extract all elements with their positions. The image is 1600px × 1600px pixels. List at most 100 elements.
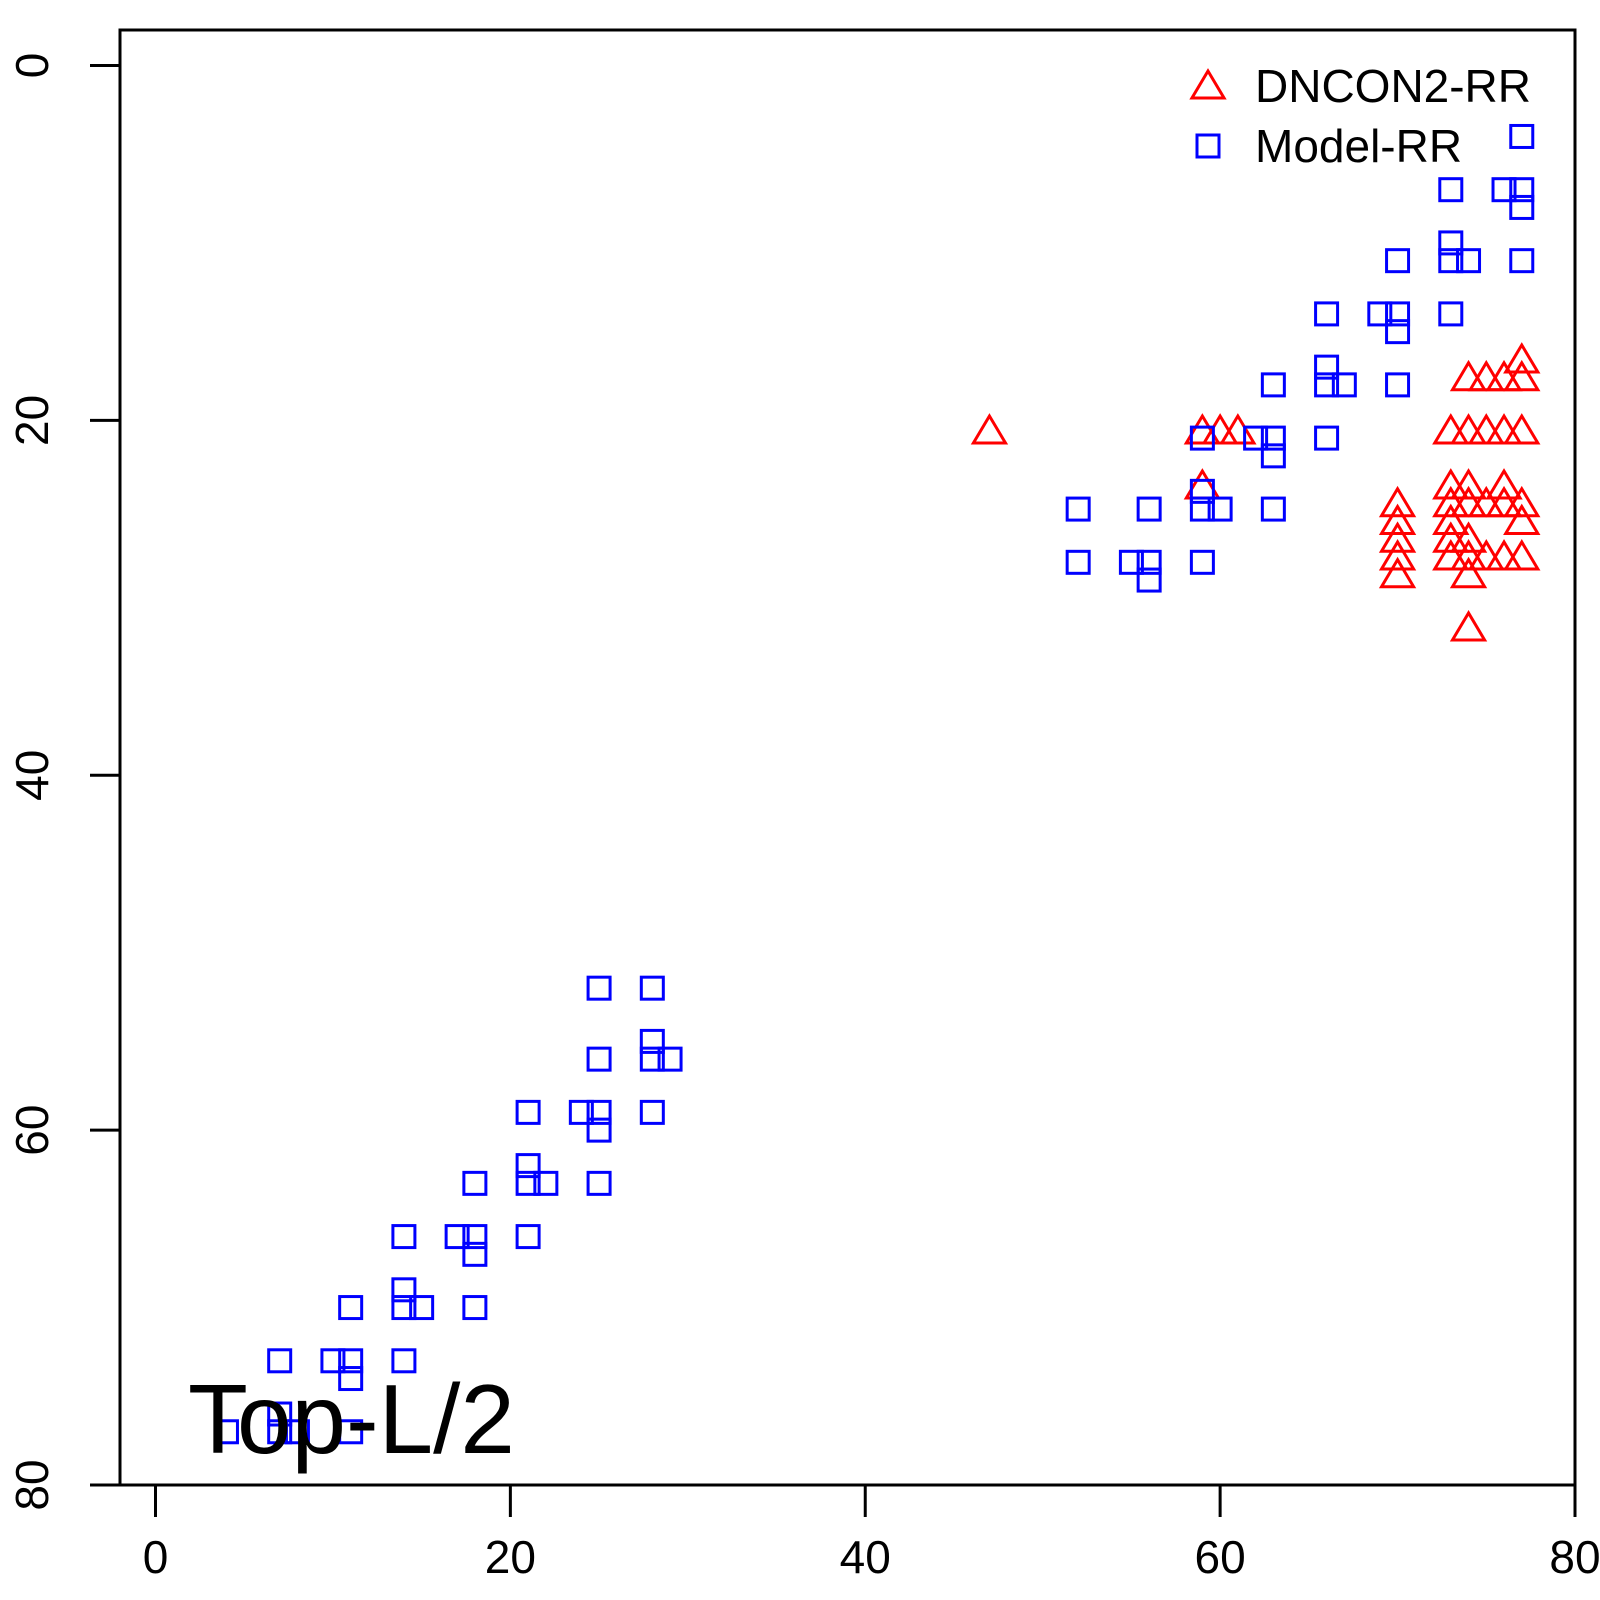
data-point-square [515,1099,541,1125]
data-point-square [1438,177,1464,203]
data-point-square [1491,177,1517,203]
data-point-triangle [1432,503,1470,536]
data-point-square [1189,496,1215,522]
data-point-square [586,1117,612,1143]
data-point-square [639,1028,665,1054]
plot-frame [118,28,1577,1487]
data-point-square [391,1348,417,1374]
data-point-square [1509,194,1535,220]
data-point-square [391,1277,417,1303]
data-point-square [1189,478,1215,504]
data-point-square [1385,248,1411,274]
data-point-triangle [1485,468,1523,500]
data-point-square [1314,372,1340,398]
data-point-square [1509,248,1535,274]
data-point-triangle [1378,503,1417,536]
data-point-square [1456,248,1482,274]
data-point-square [338,1419,364,1445]
data-point-square [462,1241,488,1267]
y-tick-label: 40 [6,750,58,801]
data-point-square [1385,301,1411,327]
data-point-square [1207,496,1233,522]
data-point-square [267,1348,293,1374]
data-point-triangle [1378,539,1417,571]
data-point-square [338,1366,364,1392]
data-point-square [1136,549,1162,575]
y-axis: 0 20 40 60 80 [6,53,122,1511]
data-point-square [1260,372,1286,398]
data-point-square [1367,301,1393,327]
legend-marker-triangle [1189,68,1227,100]
data-point-square [444,1224,470,1250]
data-point-triangle [1449,556,1488,589]
data-point-triangle [1378,485,1417,518]
x-tick-label: 80 [1549,1531,1600,1583]
legend-label: Model-RR [1255,120,1462,172]
data-point-square [338,1348,364,1374]
x-tick-label: 40 [840,1531,891,1583]
data-points [213,123,1541,1445]
panel-annotation: Top-L/2 [188,1364,515,1474]
y-tick-label: 60 [6,1105,58,1156]
data-point-square [639,1046,665,1072]
series-model-rr [213,123,1535,1445]
y-tick-label: 20 [6,395,58,446]
data-point-triangle [1449,521,1488,553]
data-point-square [1331,372,1357,398]
data-point-square [1189,425,1215,451]
data-point-square [1385,372,1411,398]
legend: DNCON2-RR Model-RR [1189,60,1531,172]
data-point-triangle [1378,556,1417,589]
data-point-square [409,1295,435,1321]
data-point-square [568,1099,594,1125]
data-point-square [1065,496,1091,522]
data-point-triangle [1503,342,1541,374]
x-tick-label: 60 [1195,1531,1246,1583]
data-point-square [1314,354,1340,380]
data-point-square [462,1224,488,1250]
data-point-triangle [1449,610,1488,642]
data-point-square [1243,425,1269,451]
data-point-square [533,1170,559,1196]
data-point-square [338,1295,364,1321]
data-point-square [1065,549,1091,575]
data-point-square [267,1401,293,1427]
data-point-square [586,975,612,1001]
legend-marker-square [1195,133,1221,159]
data-point-square [515,1224,541,1250]
data-point-square [1136,567,1162,593]
data-point-triangle [1378,521,1417,553]
data-point-triangle [1503,485,1541,518]
data-point-triangle [970,413,1009,445]
data-point-square [586,1046,612,1072]
data-point-square [1189,549,1215,575]
data-point-square [462,1170,488,1196]
data-point-square [639,1099,665,1125]
data-point-square [391,1295,417,1321]
data-point-square [462,1295,488,1321]
data-point-square [1509,177,1535,203]
data-point-square [515,1170,541,1196]
data-point-square [1260,443,1286,469]
legend-label: DNCON2-RR [1255,60,1531,112]
data-point-triangle [1503,539,1541,571]
y-tick-label: 80 [6,1459,58,1510]
data-point-square [586,1170,612,1196]
data-point-square [1314,301,1340,327]
data-point-square [267,1419,293,1445]
y-tick-label: 0 [6,53,58,79]
data-point-square [284,1419,310,1445]
data-point-square [657,1046,683,1072]
data-point-square [1438,230,1464,256]
data-point-square [639,975,665,1001]
data-point-triangle [1503,413,1541,445]
data-point-square [1314,425,1340,451]
data-point-triangle [1503,359,1541,392]
x-tick-label: 20 [485,1531,536,1583]
data-point-triangle [1503,503,1541,536]
data-point-square [1438,248,1464,274]
data-point-triangle [1449,468,1488,500]
data-point-square [1438,301,1464,327]
data-point-square [213,1419,239,1445]
